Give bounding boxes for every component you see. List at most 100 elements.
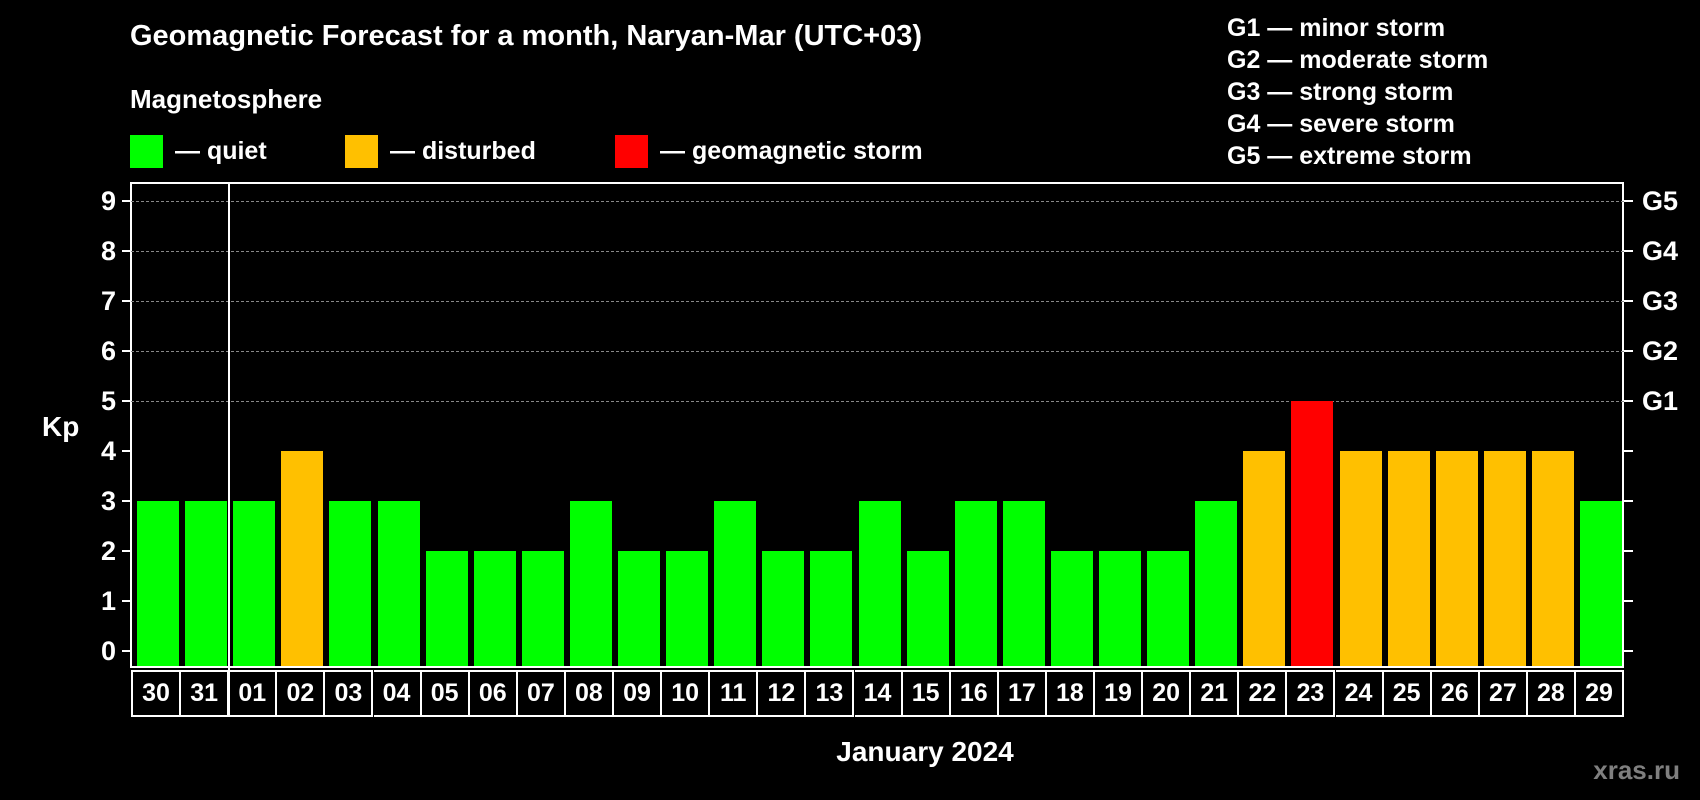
legend-label: — quiet xyxy=(175,136,267,165)
bar-29 xyxy=(1580,501,1623,666)
bar-07 xyxy=(521,551,564,666)
bar-26 xyxy=(1435,451,1478,666)
bar-22 xyxy=(1243,451,1286,666)
y-tick-right xyxy=(1624,650,1633,652)
y-tick xyxy=(122,600,131,602)
gridline xyxy=(131,351,1624,352)
bar-24 xyxy=(1339,451,1382,666)
disturbed-swatch-icon xyxy=(345,134,378,168)
g-level-label: G1 xyxy=(1642,386,1679,416)
quiet-swatch-icon xyxy=(130,134,163,168)
date-label-02: 02 xyxy=(277,670,326,717)
y-tick xyxy=(122,350,131,352)
date-label-11: 11 xyxy=(710,670,759,717)
bar-27 xyxy=(1483,451,1526,666)
date-label-04: 04 xyxy=(373,670,422,717)
y-tick-label: 0 xyxy=(100,636,116,666)
bar-15 xyxy=(906,551,949,666)
date-label-28: 28 xyxy=(1527,670,1576,717)
bar-12 xyxy=(762,551,805,666)
date-label-25: 25 xyxy=(1383,670,1432,717)
bar-13 xyxy=(810,551,853,666)
bar-11 xyxy=(714,501,757,666)
bar-18 xyxy=(1050,551,1093,666)
g-level-label: G3 xyxy=(1642,286,1679,316)
y-tick-right xyxy=(1624,550,1633,552)
g-scale-item: G1 — minor storm xyxy=(1227,14,1446,42)
g-scale-legend: G1 — minor storm G2 — moderate storm G3 … xyxy=(1227,12,1488,172)
date-label-03: 03 xyxy=(325,670,374,717)
bar-04 xyxy=(377,501,420,666)
date-label-19: 19 xyxy=(1095,670,1144,717)
date-label-17: 17 xyxy=(998,670,1047,717)
y-tick-right xyxy=(1624,400,1633,402)
bar-03 xyxy=(329,501,372,666)
y-tick-right xyxy=(1624,450,1633,452)
bar-20 xyxy=(1147,551,1190,666)
date-label-07: 07 xyxy=(517,670,566,717)
bar-09 xyxy=(618,551,661,666)
date-label-10: 10 xyxy=(662,670,711,717)
legend-heading: Magnetosphere xyxy=(130,84,323,114)
gridline xyxy=(131,401,1624,402)
bar-31 xyxy=(185,501,228,666)
y-tick xyxy=(122,450,131,452)
legend-item-quiet: — quiet xyxy=(130,134,267,168)
bar-08 xyxy=(569,501,612,666)
date-label-29: 29 xyxy=(1576,670,1625,717)
y-tick-label: 2 xyxy=(100,536,116,566)
y-tick-label: 7 xyxy=(100,286,116,316)
date-label-15: 15 xyxy=(902,670,951,717)
g-scale-item: G3 — strong storm xyxy=(1227,78,1454,106)
y-tick xyxy=(122,200,131,202)
date-label-31: 31 xyxy=(181,670,230,717)
date-label-05: 05 xyxy=(421,670,470,717)
y-tick-label: 3 xyxy=(100,486,116,516)
month-separator xyxy=(228,184,231,716)
y-tick-label: 8 xyxy=(100,236,116,266)
bar-10 xyxy=(666,551,709,666)
bar-14 xyxy=(858,501,901,666)
bar-21 xyxy=(1195,501,1238,666)
legend-label: — disturbed xyxy=(390,136,536,165)
y-tick xyxy=(122,400,131,402)
y-tick-label: 6 xyxy=(100,336,116,366)
gridline xyxy=(131,301,1624,302)
gridline xyxy=(131,251,1624,252)
legend-label: — geomagnetic storm xyxy=(660,136,923,165)
y-tick xyxy=(122,650,131,652)
bar-16 xyxy=(954,501,997,666)
bar-25 xyxy=(1387,451,1430,666)
bar-06 xyxy=(473,551,516,666)
date-label-27: 27 xyxy=(1479,670,1528,717)
bar-01 xyxy=(233,501,276,666)
watermark: xras.ru xyxy=(1593,755,1680,785)
date-label-14: 14 xyxy=(854,670,903,717)
g-scale-item: G4 — severe storm xyxy=(1227,110,1455,138)
y-tick-right xyxy=(1624,300,1633,302)
date-label-21: 21 xyxy=(1191,670,1240,717)
bar-02 xyxy=(281,451,324,666)
date-label-16: 16 xyxy=(950,670,999,717)
y-tick-label: 9 xyxy=(100,186,116,216)
bar-28 xyxy=(1531,451,1574,666)
y-tick-right xyxy=(1624,350,1633,352)
date-label-12: 12 xyxy=(758,670,807,717)
date-label-09: 09 xyxy=(614,670,663,717)
y-tick-label: 1 xyxy=(100,586,116,616)
y-tick xyxy=(122,550,131,552)
legend-item-disturbed: — disturbed xyxy=(345,134,536,168)
date-label-01: 01 xyxy=(229,670,278,717)
y-tick-right xyxy=(1624,250,1633,252)
y-tick-right xyxy=(1624,200,1633,202)
date-label-30: 30 xyxy=(131,670,182,717)
g-scale-item: G2 — moderate storm xyxy=(1227,46,1489,74)
gridline xyxy=(131,201,1624,202)
y-tick xyxy=(122,250,131,252)
legend-item-storm: — geomagnetic storm xyxy=(615,134,923,168)
y-tick-right xyxy=(1624,600,1633,602)
date-label-08: 08 xyxy=(565,670,614,717)
g-scale-item: G5 — extreme storm xyxy=(1227,142,1472,170)
date-label-20: 20 xyxy=(1143,670,1192,717)
date-label-23: 23 xyxy=(1287,670,1336,717)
